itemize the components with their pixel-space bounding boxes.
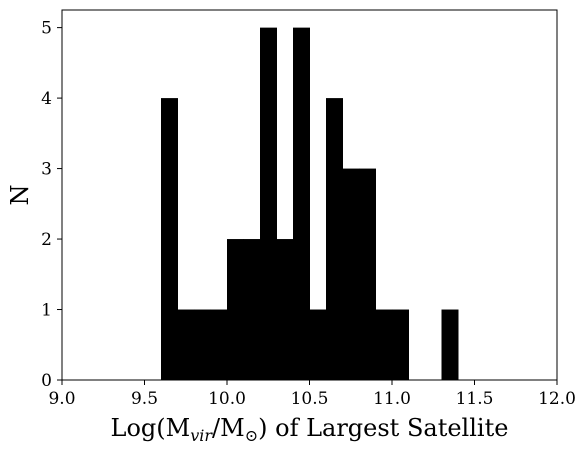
y-tick-label: 1 [41, 301, 52, 321]
x-tick-label: 11.5 [456, 389, 494, 409]
histogram-bar [326, 98, 343, 380]
x-axis-label: Log(Mvir/M⊙) of Largest Satellite [111, 414, 509, 445]
x-tick-label: 9.0 [48, 389, 75, 409]
y-axis-label: N [6, 185, 34, 206]
y-tick-label: 0 [41, 371, 52, 391]
histogram-bar [194, 309, 211, 380]
histogram-bar [375, 309, 393, 380]
x-tick-label: 10.0 [208, 389, 246, 409]
histogram-bar [293, 27, 310, 380]
histogram-bar [392, 309, 409, 380]
x-tick-label: 12.0 [538, 389, 576, 409]
x-tick-label: 9.5 [131, 389, 158, 409]
histogram-bar [276, 239, 294, 380]
histogram-bar [260, 27, 277, 380]
histogram-bar [243, 239, 261, 380]
histogram-bar [359, 168, 376, 380]
bars-group [161, 27, 459, 380]
histogram-bar [227, 239, 244, 380]
histogram-bar [210, 309, 228, 380]
histogram-bar [177, 309, 195, 380]
y-tick-label: 4 [41, 89, 52, 109]
histogram-bar [309, 309, 327, 380]
x-tick-label: 10.5 [291, 389, 329, 409]
histogram-bar [161, 98, 178, 380]
x-tick-label: 11.0 [373, 389, 411, 409]
histogram-bar [441, 309, 459, 380]
y-axis-ticks: 0 1 2 3 4 5 [41, 19, 62, 391]
y-tick-label: 5 [41, 19, 52, 39]
y-tick-label: 3 [41, 160, 52, 180]
x-axis-ticks: 9.0 9.5 10.0 10.5 11.0 11.5 12.0 [48, 380, 576, 409]
y-tick-label: 2 [41, 230, 52, 250]
histogram-bar [342, 168, 360, 380]
